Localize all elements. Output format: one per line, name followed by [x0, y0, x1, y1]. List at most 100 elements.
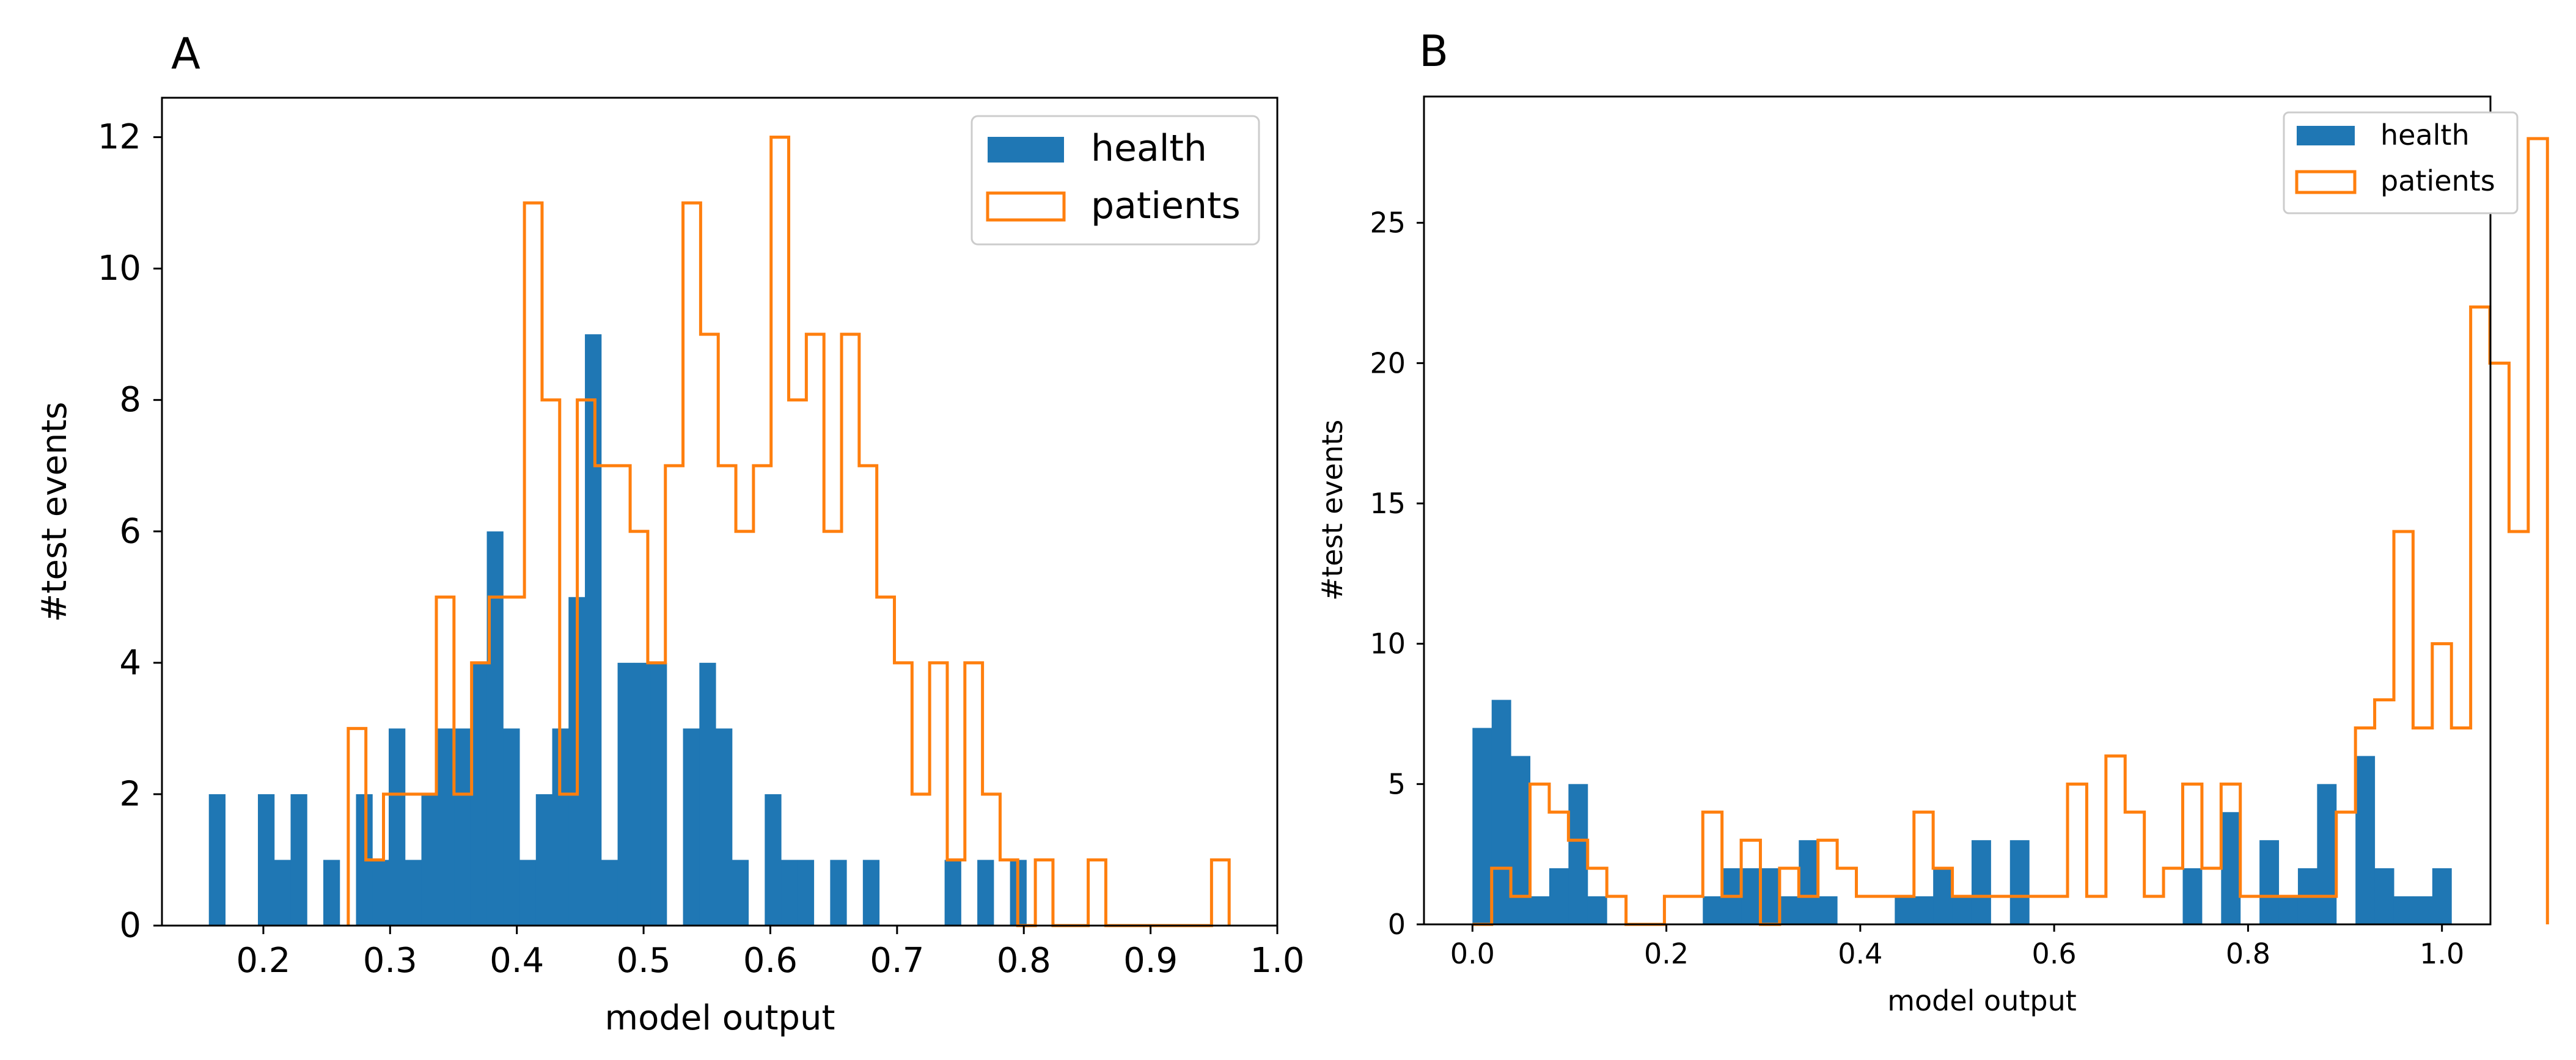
health-bar [486, 531, 504, 926]
health-bar [732, 860, 749, 926]
health-bar [1568, 784, 1588, 924]
health-bar [1530, 896, 1550, 924]
panel-b-legend-swatch-health [2297, 126, 2355, 145]
panel-b-patients-step [1472, 137, 2549, 926]
panel-b-x-axis-label: model output [1887, 984, 2077, 1017]
health-bar [2413, 896, 2433, 924]
health-bar [1703, 896, 1723, 924]
panel-a-x-axis-label: model output [605, 998, 835, 1038]
health-bar [2182, 868, 2203, 924]
x-tick-label: 1.0 [2420, 937, 2464, 970]
panel-b-legend: health patients [2283, 111, 2519, 214]
y-tick-label: 20 [1370, 346, 1406, 379]
y-tick-label: 25 [1370, 207, 1406, 239]
health-bar [2259, 840, 2280, 924]
health-bar [1895, 896, 1915, 924]
panel-b-frame [1423, 95, 2492, 926]
health-bar [208, 794, 226, 926]
panel-b-label: B [1419, 26, 1448, 76]
panel-a-x-ticks: 0.2 0.3 0.4 0.5 0.6 0.7 0.8 0.9 1.0 [236, 926, 1305, 981]
y-tick-label: 10 [98, 249, 141, 288]
panel-a-frame [161, 97, 1279, 927]
health-bar [1799, 840, 1819, 924]
health-bar [2355, 756, 2376, 924]
x-tick-label: 0.3 [363, 941, 417, 981]
y-tick-label: 5 [1388, 767, 1406, 800]
health-bar [650, 662, 667, 926]
health-bar [765, 794, 782, 926]
y-tick-label: 2 [119, 774, 141, 814]
health-bar [2374, 868, 2394, 924]
x-tick-label: 0.2 [1644, 937, 1689, 970]
panel-a-health-bars [208, 334, 1027, 926]
health-bar [1952, 896, 1972, 924]
health-bar [862, 860, 880, 926]
health-bar [372, 860, 389, 926]
health-bar [535, 794, 553, 926]
health-bar [2432, 868, 2452, 924]
health-bar [634, 662, 651, 926]
x-tick-label: 1.0 [1250, 941, 1304, 981]
health-bar [1587, 896, 1607, 924]
health-bar [716, 728, 733, 926]
y-tick-label: 0 [119, 906, 141, 946]
x-tick-label: 0.5 [617, 941, 671, 981]
health-bar [274, 860, 291, 926]
x-tick-label: 0.8 [2226, 937, 2270, 970]
health-bar [585, 334, 602, 926]
panel-b-legend-swatch-patients [2295, 170, 2357, 194]
health-bar [2009, 840, 2030, 924]
health-bar [2221, 812, 2241, 924]
health-bar [781, 860, 798, 926]
x-tick-label: 0.6 [743, 941, 798, 981]
health-bar [454, 728, 471, 926]
x-tick-label: 0.2 [236, 941, 290, 981]
x-tick-label: 0.9 [1123, 941, 1178, 981]
panel-a-patients-step [347, 136, 1231, 927]
health-bar [1511, 756, 1531, 924]
health-bar [405, 860, 422, 926]
health-bar [2393, 896, 2413, 924]
health-bar [519, 860, 537, 926]
panel-b-legend-label-patients: patients [2380, 164, 2495, 197]
health-bar [1741, 868, 1761, 924]
health-bar [389, 728, 406, 926]
y-tick-label: 8 [119, 380, 141, 420]
health-bar [503, 728, 520, 926]
x-tick-label: 0.0 [1450, 937, 1495, 970]
x-tick-label: 0.7 [870, 941, 924, 981]
health-bar [2317, 784, 2337, 924]
y-tick-label: 12 [98, 117, 141, 157]
x-tick-label: 0.6 [2032, 937, 2077, 970]
panel-a-legend-swatch-patients [986, 191, 1066, 222]
x-tick-label: 0.4 [490, 941, 544, 981]
health-bar [601, 860, 618, 926]
y-tick-label: 15 [1370, 487, 1406, 520]
panel-a-y-axis-label: #test events [35, 402, 75, 623]
health-bar [1472, 728, 1492, 924]
health-bar [1779, 896, 1799, 924]
panel-b-x-ticks: 0.0 0.2 0.4 0.6 0.8 1.0 [1450, 924, 2464, 970]
health-bar [797, 860, 815, 926]
panel-b-legend-label-health: health [2380, 119, 2470, 152]
panel-b-y-ticks: 0 5 10 15 20 25 [1370, 207, 1424, 941]
health-bar [1914, 896, 1934, 924]
health-bar [421, 794, 438, 926]
health-bar [1971, 840, 1991, 924]
health-bar [257, 794, 275, 926]
health-bar [1549, 868, 1569, 924]
health-bar [1818, 896, 1838, 924]
panel-b-health-bars [1472, 700, 2452, 924]
panel-a: A 0.2 0.3 0.4 0.5 0.6 0.7 0.8 0.9 1.0 024681012 … [35, 29, 1305, 1038]
health-bar [683, 728, 700, 926]
x-tick-label: 0.8 [997, 941, 1051, 981]
health-bar [699, 662, 716, 926]
panel-a-legend-swatch-health [988, 137, 1064, 163]
y-tick-label: 6 [119, 511, 141, 551]
health-bar [617, 662, 634, 926]
health-bar [1491, 700, 1511, 924]
health-bar [2278, 896, 2299, 924]
health-bar [290, 794, 307, 926]
y-tick-label: 10 [1370, 627, 1406, 660]
